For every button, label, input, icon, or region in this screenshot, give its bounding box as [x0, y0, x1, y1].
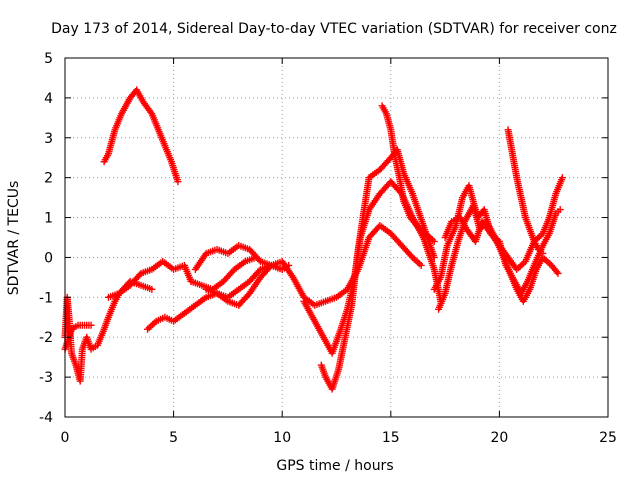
- x-axis-label: GPS time / hours: [276, 458, 393, 474]
- data-point: [147, 322, 155, 330]
- y-tick-label: 4: [44, 91, 53, 107]
- data-point: [136, 271, 144, 279]
- x-tick-label: 15: [382, 430, 400, 446]
- data-point: [516, 262, 524, 270]
- y-tick-labels: -4 -3 -2 -1 0 1 2 3 4 5: [39, 51, 53, 426]
- data-point: [553, 268, 561, 276]
- chart-title: Day 173 of 2014, Sidereal Day-to-day VTE…: [51, 21, 617, 37]
- x-tick-label: 25: [599, 430, 617, 446]
- data-points: [61, 86, 566, 393]
- data-point: [252, 253, 260, 261]
- plot-frame: [64, 57, 609, 418]
- data-point: [145, 324, 153, 332]
- y-tick-label: 3: [44, 131, 53, 147]
- y-tick-label: 0: [44, 250, 53, 266]
- y-tick-label: 1: [44, 211, 53, 227]
- x-tick-label: 5: [169, 430, 178, 446]
- data-point: [174, 178, 182, 186]
- data-point: [542, 257, 550, 265]
- y-tick-label: 2: [44, 171, 53, 187]
- data-point: [144, 325, 152, 333]
- data-point: [255, 267, 263, 275]
- y-tick-label: -4: [39, 410, 53, 426]
- data-point: [415, 260, 423, 268]
- data-point: [414, 258, 422, 266]
- data-point: [430, 237, 438, 245]
- data-point: [417, 261, 425, 269]
- data-point: [556, 206, 564, 214]
- data-point: [412, 257, 420, 265]
- data-point: [149, 320, 157, 328]
- data-point: [148, 285, 156, 293]
- data-point: [544, 258, 552, 266]
- y-axis-label: SDTVAR / TECUs: [6, 181, 22, 296]
- x-tick-label: 20: [490, 430, 508, 446]
- y-tick-label: -2: [39, 330, 53, 346]
- data-point: [558, 174, 566, 182]
- x-tick-labels: 0 5 10 15 20 25: [61, 430, 617, 446]
- data-point: [518, 261, 526, 269]
- y-tick-label: -3: [39, 370, 53, 386]
- data-point: [430, 253, 438, 261]
- data-point: [539, 249, 547, 257]
- axis-ticks: [64, 57, 609, 418]
- x-tick-label: 0: [61, 430, 70, 446]
- y-tick-label: 5: [44, 51, 53, 67]
- x-tick-label: 10: [273, 430, 291, 446]
- data-point: [278, 265, 286, 273]
- data-point: [87, 321, 95, 329]
- data-point: [407, 252, 415, 260]
- y-tick-label: -1: [39, 290, 53, 306]
- data-point: [412, 220, 420, 228]
- data-point: [554, 269, 562, 277]
